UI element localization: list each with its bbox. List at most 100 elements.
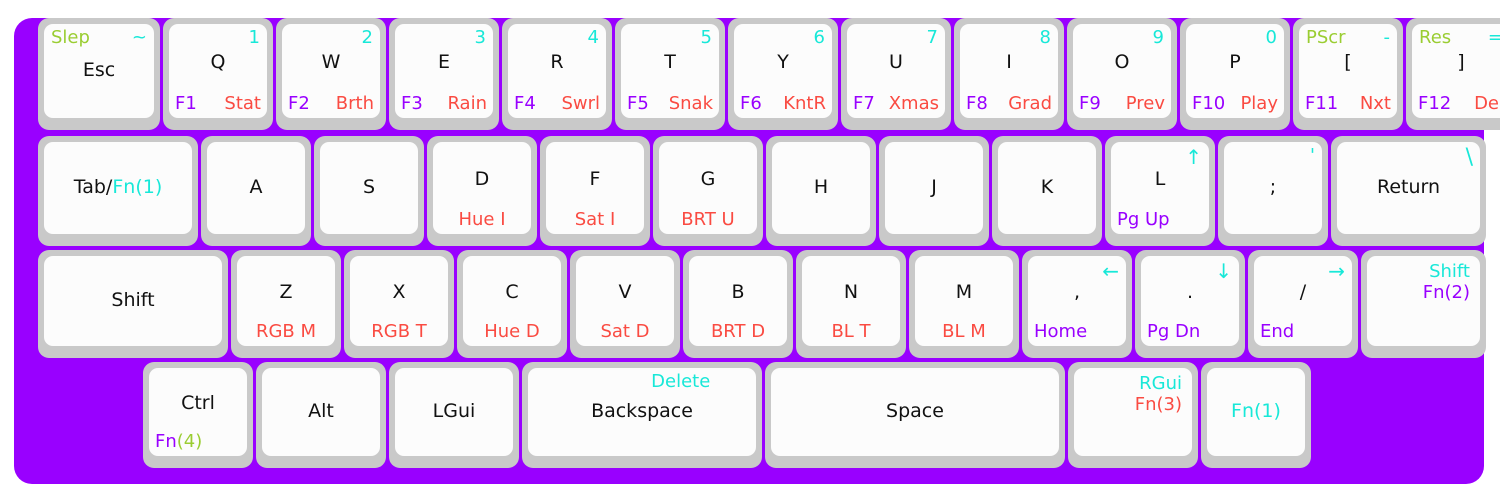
key-s[interactable]: S bbox=[320, 142, 418, 234]
key-f-main-legend: F bbox=[546, 169, 644, 189]
key-g[interactable]: G BRT U bbox=[659, 142, 757, 234]
key-o[interactable]: 9 O F9 Prev bbox=[1073, 24, 1171, 118]
key-v-main-legend-text: V bbox=[618, 280, 632, 303]
key-well-lbracket: PScr - [F11 Nxt bbox=[1293, 18, 1403, 130]
key-n[interactable]: N BL T bbox=[802, 256, 900, 346]
key-j[interactable]: J bbox=[885, 142, 983, 234]
key-q[interactable]: 1 Q F1 Stat bbox=[169, 24, 267, 118]
key-m[interactable]: M BL M bbox=[915, 256, 1013, 346]
key-rgui[interactable]: RGui Fn(3) bbox=[1074, 368, 1192, 456]
key-r-bottom-legends: F4 Swrl bbox=[514, 95, 600, 113]
key-well-o: 9 O F9 Prev bbox=[1067, 18, 1177, 130]
key-semicolon-main-legend-text: ; bbox=[1269, 176, 1277, 199]
key-shift-right[interactable]: Shift Fn(2) bbox=[1367, 256, 1480, 346]
key-z-bottom-center-legend: RGB M bbox=[255, 321, 317, 342]
key-b-main-legend-text: B bbox=[731, 280, 745, 303]
key-well-tab: Tab/Fn(1) bbox=[38, 136, 198, 246]
key-f-bottom-legends: Sat I bbox=[552, 211, 638, 229]
key-q-bottom-left-legend: F1 bbox=[175, 93, 197, 114]
key-t-main-legend: T bbox=[621, 52, 719, 72]
key-lbracket[interactable]: PScr - [F11 Nxt bbox=[1299, 24, 1397, 118]
key-rbracket[interactable]: Res =]F12 Del bbox=[1412, 24, 1500, 118]
key-backspace-alt-legend: Delete bbox=[651, 371, 711, 392]
key-d-bottom-center-legend: Hue I bbox=[458, 209, 506, 230]
key-w-top-legends: 2 bbox=[289, 29, 373, 47]
key-u-main-legend: U bbox=[847, 52, 945, 72]
key-i[interactable]: 8 I F8 Grad bbox=[960, 24, 1058, 118]
key-r[interactable]: 4 R F4 Swrl bbox=[508, 24, 606, 118]
key-w-main-legend-text: W bbox=[321, 50, 341, 73]
key-a[interactable]: A bbox=[207, 142, 305, 234]
key-x[interactable]: X RGB T bbox=[350, 256, 448, 346]
key-u-top-right-legend: 7 bbox=[926, 27, 938, 48]
key-t-top-legends: 5 bbox=[628, 29, 712, 47]
key-o-main-legend-text: O bbox=[1114, 50, 1130, 73]
key-return[interactable]: \ Return bbox=[1337, 142, 1480, 234]
key-comma[interactable]: ←, Home bbox=[1028, 256, 1126, 346]
key-well-rbracket: Res =]F12 Del bbox=[1406, 18, 1500, 130]
key-slash-main-legend-text: / bbox=[1299, 280, 1307, 303]
key-b[interactable]: B BRT D bbox=[689, 256, 787, 346]
key-semicolon[interactable]: '; bbox=[1224, 142, 1322, 234]
key-lbracket-top-left-legend: PScr bbox=[1306, 27, 1346, 48]
key-u[interactable]: 7 U F7 Xmas bbox=[847, 24, 945, 118]
key-w-main-legend: W bbox=[282, 50, 380, 73]
key-d[interactable]: D Hue I bbox=[433, 142, 531, 234]
key-f[interactable]: F Sat I bbox=[546, 142, 644, 234]
key-v[interactable]: V Sat D bbox=[576, 256, 674, 346]
key-well-return: \ Return bbox=[1331, 136, 1486, 246]
key-l-top-legends: ↑ bbox=[1118, 147, 1202, 167]
key-h[interactable]: H bbox=[772, 142, 870, 234]
key-esc[interactable]: Slep ~ Esc bbox=[44, 24, 154, 118]
key-shift-left[interactable]: Shift bbox=[44, 256, 222, 346]
key-tab[interactable]: Tab/Fn(1) bbox=[44, 142, 192, 234]
key-i-bottom-right-legend: Grad bbox=[1008, 93, 1052, 114]
key-well-period: ↓. Pg Dn bbox=[1135, 250, 1245, 358]
key-v-bottom-center-legend: Sat D bbox=[600, 321, 650, 342]
key-ctrl-main-legend: Ctrl bbox=[149, 393, 247, 413]
key-slash-top-right-legend: → bbox=[1328, 259, 1345, 283]
key-z[interactable]: Z RGB M bbox=[237, 256, 335, 346]
key-p-main-legend-text: P bbox=[1229, 50, 1241, 73]
key-period[interactable]: ↓. Pg Dn bbox=[1141, 256, 1239, 346]
key-period-main-legend: . bbox=[1141, 282, 1239, 302]
key-shift-right-stacked-legends: Shift Fn(2) bbox=[1373, 261, 1470, 303]
key-slash[interactable]: → / End bbox=[1254, 256, 1352, 346]
key-fn1[interactable]: Fn(1) bbox=[1207, 368, 1305, 456]
key-p[interactable]: 0 P F10 Play bbox=[1186, 24, 1284, 118]
key-esc-top-right-legend: ~ bbox=[131, 27, 147, 48]
keyboard-layout-map: Slep ~ Esc 1 Q F1 Stat 2 W F2 Brth 3 E F3 Rain 4 R F4 Swrl… bbox=[14, 18, 1500, 484]
row-1-number: Slep ~ Esc 1 Q F1 Stat 2 W F2 Brth 3 E F3 Rain 4 R F4 Swrl… bbox=[38, 18, 1500, 130]
key-rbracket-top-left-legend: Res bbox=[1419, 27, 1452, 48]
key-y[interactable]: 6 Y F6 KntR bbox=[734, 24, 832, 118]
key-v-main-legend: V bbox=[576, 280, 674, 303]
key-l[interactable]: ↑ L Pg Up bbox=[1111, 142, 1209, 234]
key-g-main-legend: G bbox=[659, 169, 757, 189]
key-return-main-legend: Return bbox=[1337, 178, 1480, 197]
key-semicolon-top-right-legend: ' bbox=[1310, 145, 1315, 166]
key-well-slash: → / End bbox=[1248, 250, 1358, 358]
key-space[interactable]: Space bbox=[771, 368, 1059, 456]
key-q-bottom-right-legend: Stat bbox=[224, 93, 261, 114]
key-backspace[interactable]: Delete Backspace bbox=[528, 368, 756, 456]
key-rbracket-bottom-left-legend: F12 bbox=[1418, 93, 1452, 114]
key-o-main-legend: O bbox=[1073, 50, 1171, 73]
key-p-bottom-right-legend: Play bbox=[1240, 93, 1278, 114]
key-alt[interactable]: Alt bbox=[262, 368, 380, 456]
key-return-top-legends: \ bbox=[1344, 147, 1473, 169]
key-period-bottom-left-legend: Pg Dn bbox=[1147, 321, 1201, 342]
key-lgui[interactable]: LGui bbox=[395, 368, 513, 456]
key-t[interactable]: 5 T F5 Snak bbox=[621, 24, 719, 118]
key-e[interactable]: 3 E F3 Rain bbox=[395, 24, 493, 118]
key-ctrl[interactable]: Ctrl Fn(4) bbox=[149, 368, 247, 456]
key-m-bottom-legends: BL M bbox=[921, 323, 1007, 341]
key-l-main-legend-text: L bbox=[1154, 167, 1166, 190]
key-w[interactable]: 2 W F2 Brth bbox=[282, 24, 380, 118]
key-ctrl-bottom-left-part-0: Fn bbox=[155, 431, 177, 452]
key-c[interactable]: C Hue D bbox=[463, 256, 561, 346]
key-k[interactable]: K bbox=[998, 142, 1096, 234]
key-alt-main-legend: Alt bbox=[262, 402, 380, 421]
key-m-main-legend: M bbox=[915, 282, 1013, 302]
key-well-r: 4 R F4 Swrl bbox=[502, 18, 612, 130]
key-k-main-legend: K bbox=[998, 178, 1096, 197]
